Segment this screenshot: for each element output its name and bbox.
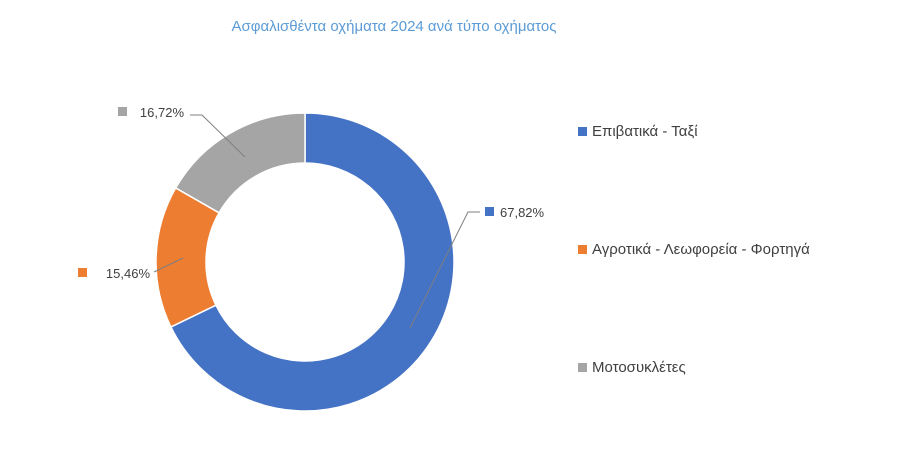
legend-swatch (578, 363, 587, 372)
legend-label: Αγροτικά - Λεωφορεία - Φορτηγά (592, 241, 810, 258)
donut-slice-μοτοσυκλέτες (174, 112, 306, 214)
chart-title: Ασφαλισθέντα οχήματα 2024 ανά τύπο οχήμα… (231, 18, 557, 35)
data-label: 67,82% (500, 205, 545, 220)
data-label-key (485, 207, 494, 216)
legend-item: Μοτοσυκλέτες (578, 359, 686, 376)
data-label: 15,46% (106, 266, 151, 281)
leader-line (409, 211, 480, 329)
legend: Επιβατικά - Ταξί Αγροτικά - Λεωφορεία - Φ… (578, 0, 898, 456)
data-label-key (78, 268, 87, 277)
legend-swatch (578, 245, 587, 254)
leader-line (190, 114, 246, 158)
legend-item: Επιβατικά - Ταξί (578, 123, 698, 140)
donut-slice-αγροτικά-λεωφορεία-φορτηγά (155, 186, 221, 328)
legend-swatch (578, 127, 587, 136)
legend-label: Επιβατικά - Ταξί (592, 123, 698, 140)
legend-item: Αγροτικά - Λεωφορεία - Φορτηγά (578, 241, 810, 258)
data-label: 16,72% (140, 105, 185, 120)
data-label-key (118, 107, 127, 116)
donut-slice-επιβατικά-ταξί (169, 112, 455, 412)
legend-label: Μοτοσυκλέτες (592, 359, 686, 376)
leader-line (153, 257, 184, 273)
